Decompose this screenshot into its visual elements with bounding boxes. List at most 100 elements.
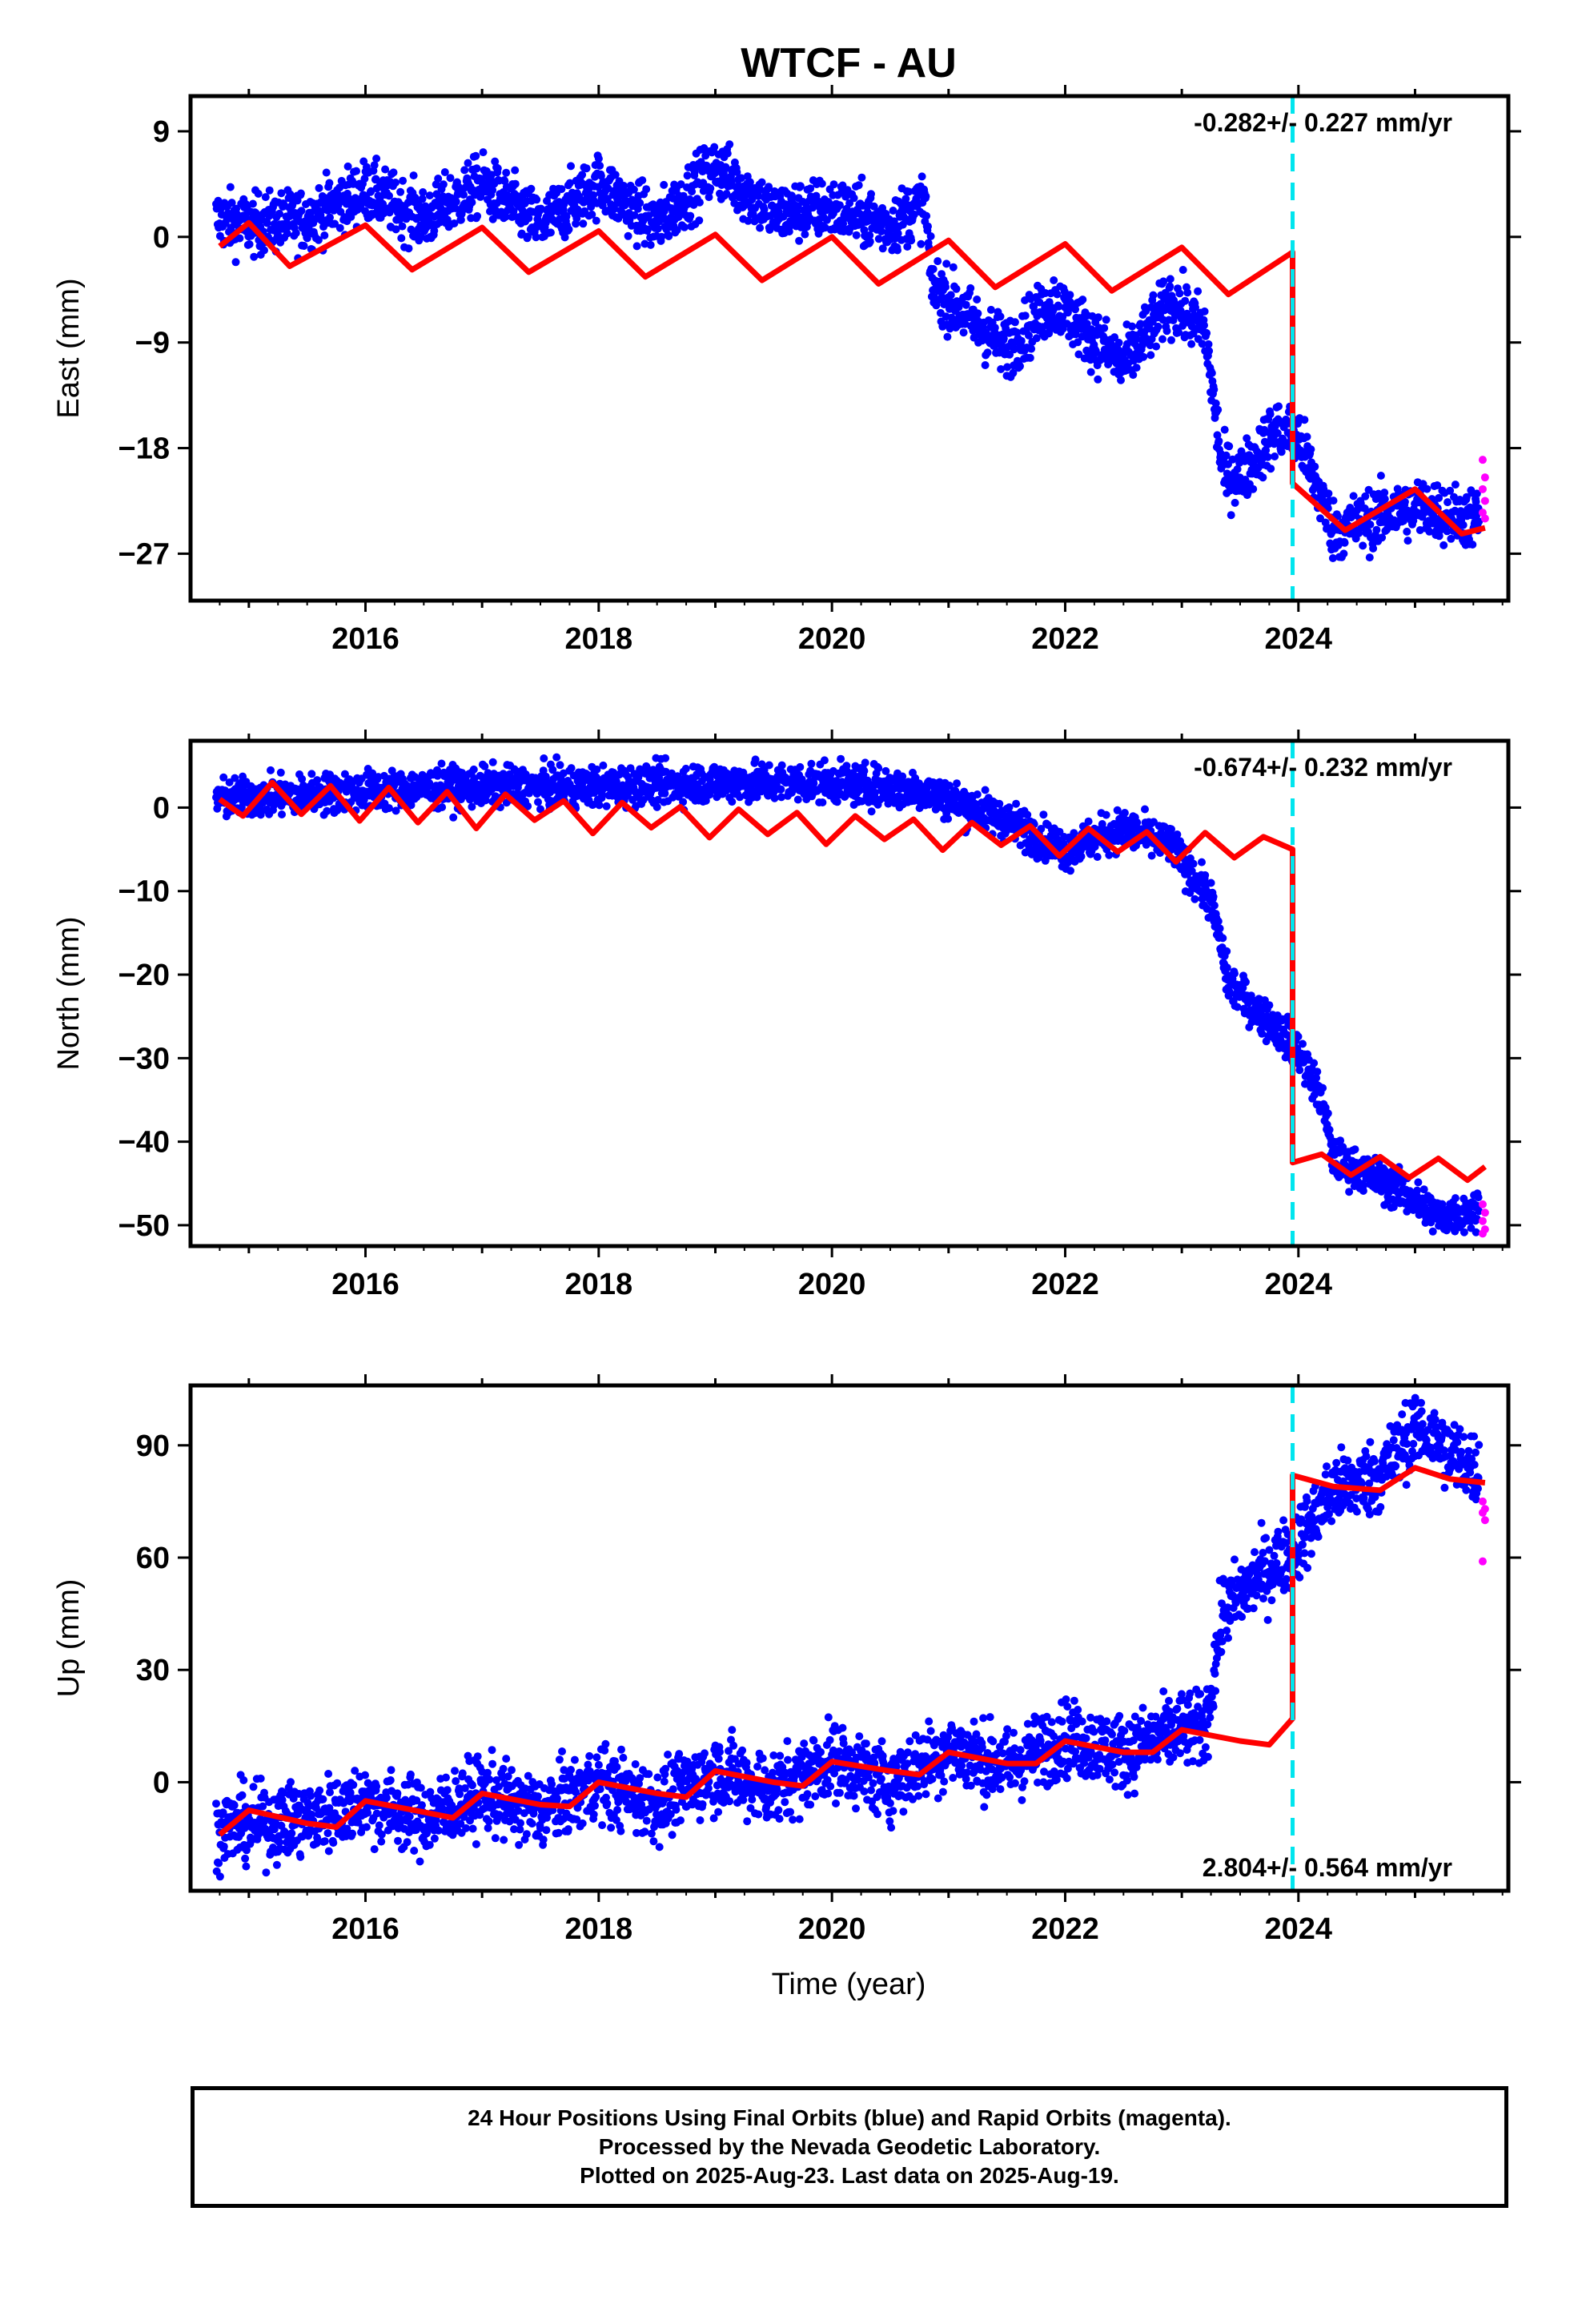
data-point: [974, 309, 982, 318]
data-point: [1231, 969, 1239, 978]
data-point: [248, 199, 257, 208]
data-point: [1005, 803, 1014, 812]
data-point: [468, 198, 476, 207]
data-point: [261, 193, 270, 202]
data-point: [227, 199, 236, 207]
data-point: [1223, 947, 1231, 955]
data-point: [594, 155, 603, 163]
data-point: [849, 194, 858, 203]
rapid-data-point: [1480, 497, 1489, 505]
data-point: [990, 324, 999, 332]
data-point: [592, 216, 600, 225]
data-point: [1369, 544, 1378, 553]
x-tick-label: 2016: [331, 1268, 400, 1301]
data-point: [1194, 287, 1203, 296]
data-point: [214, 196, 223, 205]
data-point: [1376, 472, 1385, 480]
data-point: [275, 209, 283, 218]
data-point: [1120, 809, 1129, 817]
data-point: [1231, 498, 1239, 507]
data-point: [245, 240, 254, 248]
data-point: [686, 211, 695, 220]
data-point: [278, 810, 286, 818]
data-point: [567, 764, 576, 773]
data-point: [1050, 276, 1058, 284]
data-point: [370, 161, 379, 170]
data-point: [469, 765, 478, 774]
data-point: [661, 754, 670, 762]
data-point: [1154, 322, 1162, 331]
data-point: [250, 252, 259, 261]
data-point: [867, 807, 876, 816]
panel-north: 2016 2018 2020 2022 20240−10−20−30−40−50Nort…: [52, 730, 1521, 1301]
data-point: [579, 219, 588, 228]
data-point: [1403, 537, 1412, 545]
data-point: [476, 192, 485, 201]
data-point: [1227, 511, 1235, 520]
x-tick-label: 2022: [1031, 622, 1099, 656]
data-point: [473, 211, 482, 220]
rapid-data-point: [1478, 456, 1487, 464]
data-point: [1459, 521, 1468, 529]
data-point: [391, 179, 400, 187]
data-point: [399, 176, 408, 185]
y-tick-label: −30: [118, 1042, 170, 1076]
data-point: [809, 779, 818, 788]
data-point: [1128, 322, 1137, 331]
data-point: [283, 229, 291, 238]
data-point: [599, 761, 608, 770]
data-point: [567, 162, 575, 171]
data-point: [796, 182, 805, 191]
data-point: [452, 197, 460, 206]
data-point: [552, 753, 561, 762]
y-axis-label-east: East (mm): [52, 278, 86, 418]
x-tick-label: 2024: [1265, 622, 1333, 656]
data-point: [861, 758, 869, 767]
data-point: [646, 240, 655, 249]
data-point: [725, 140, 734, 149]
data-point: [695, 198, 704, 207]
data-point: [221, 219, 230, 227]
data-point: [419, 188, 428, 196]
data-point: [1016, 362, 1024, 371]
data-point: [1021, 312, 1030, 320]
data-point: [1102, 810, 1110, 819]
y-tick-label: −18: [118, 432, 170, 466]
data-point: [398, 222, 407, 231]
data-point: [446, 174, 455, 183]
data-point: [297, 207, 306, 215]
data-point: [865, 237, 874, 246]
data-point: [1365, 553, 1374, 562]
data-point: [917, 239, 926, 248]
data-point: [1307, 445, 1315, 454]
data-point: [1266, 410, 1275, 419]
data-point: [1191, 895, 1199, 903]
data-point: [777, 761, 786, 770]
data-point: [532, 195, 541, 204]
data-point: [254, 189, 263, 198]
data-point: [439, 180, 448, 189]
data-point: [680, 223, 689, 231]
data-point: [996, 312, 1005, 321]
data-point: [360, 175, 369, 183]
data-point: [983, 348, 992, 357]
data-point: [226, 183, 235, 191]
data-point: [371, 175, 380, 183]
data-point: [1094, 375, 1102, 384]
data-point: [451, 204, 460, 212]
data-point: [582, 164, 591, 173]
data-point: [1451, 480, 1460, 489]
data-point: [1129, 371, 1138, 380]
data-point: [893, 246, 901, 255]
data-point: [449, 813, 458, 822]
data-point: [1207, 368, 1216, 377]
data-point: [942, 259, 951, 268]
data-point: [440, 168, 449, 176]
data-point: [307, 770, 316, 778]
rapid-data-point: [1480, 473, 1489, 482]
data-point: [1324, 489, 1333, 498]
data-point: [1267, 464, 1275, 473]
velocity-rate-label: -0.282+/- 0.227 mm/yr: [1194, 108, 1452, 137]
data-point: [1178, 266, 1187, 274]
